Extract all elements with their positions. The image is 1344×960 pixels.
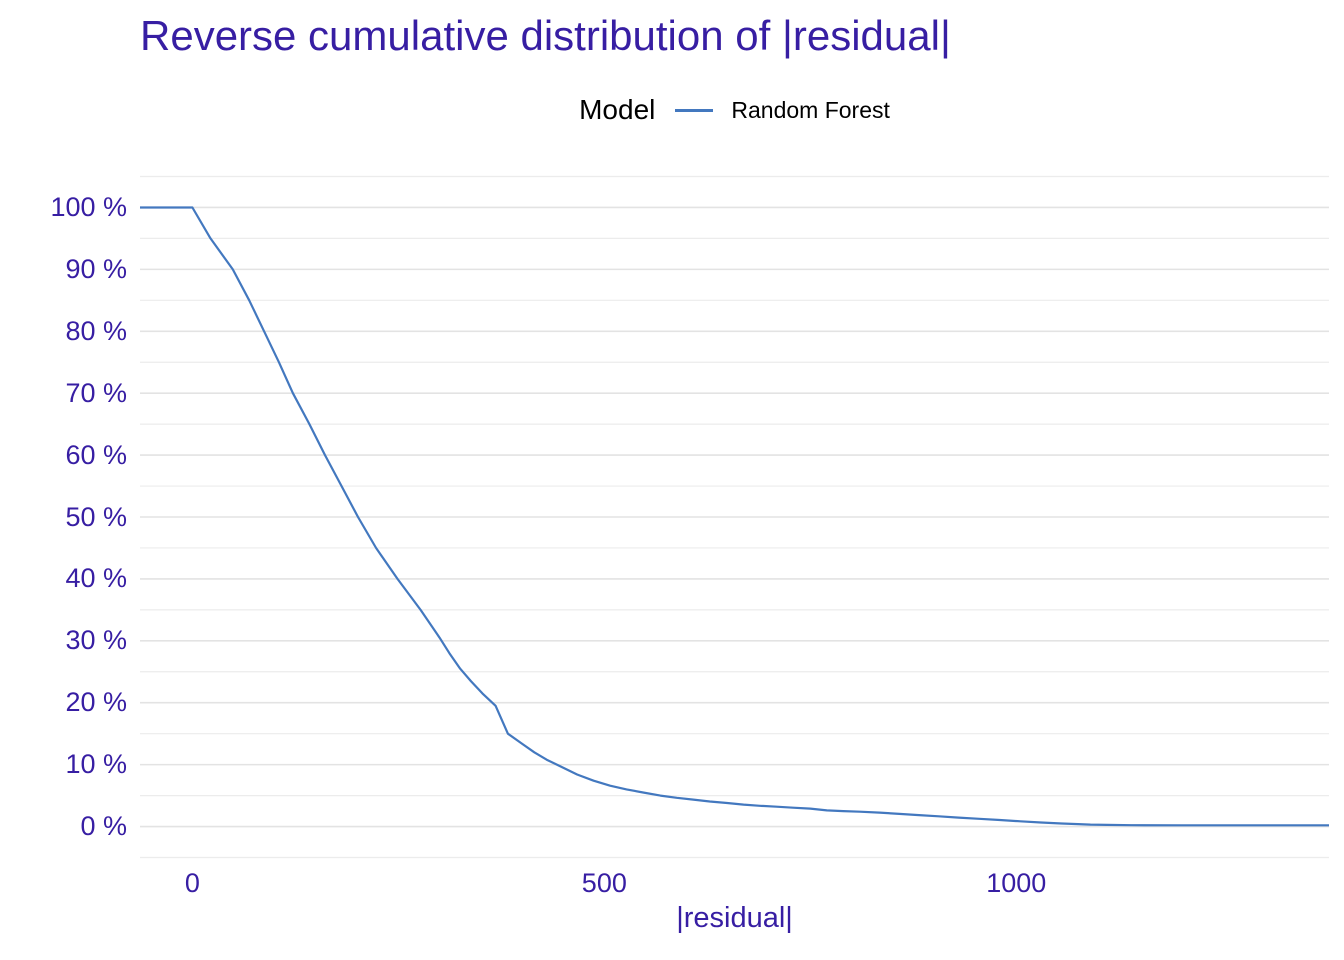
y-tick-label: 40 % [65, 563, 127, 594]
x-tick-label: 0 [184, 868, 200, 898]
legend-item-label: Random Forest [731, 96, 890, 123]
series-line [140, 206, 1329, 827]
x-axis-title: |residual| [676, 902, 793, 934]
y-tick-label: 0 % [80, 811, 127, 842]
y-tick-label: 50 % [65, 501, 127, 532]
y-tick-label: 90 % [65, 253, 127, 284]
y-tick-label: 10 % [65, 749, 127, 780]
y-tick-label: 70 % [65, 377, 127, 408]
plot-title: Reverse cumulative distribution of |resi… [140, 12, 951, 59]
legend: Model Random Forest [140, 90, 1329, 130]
x-tick-label: 1000 [986, 868, 1047, 898]
y-tick-label: 20 % [65, 687, 127, 718]
y-tick-label: 80 % [65, 315, 127, 346]
y-tick-label: 60 % [65, 439, 127, 470]
y-tick-label: 100 % [50, 191, 127, 222]
legend-title: Model [579, 94, 656, 125]
y-tick-label: 30 % [65, 625, 127, 656]
x-tick-label: 500 [581, 868, 627, 898]
legend-line-swatch [675, 108, 714, 112]
